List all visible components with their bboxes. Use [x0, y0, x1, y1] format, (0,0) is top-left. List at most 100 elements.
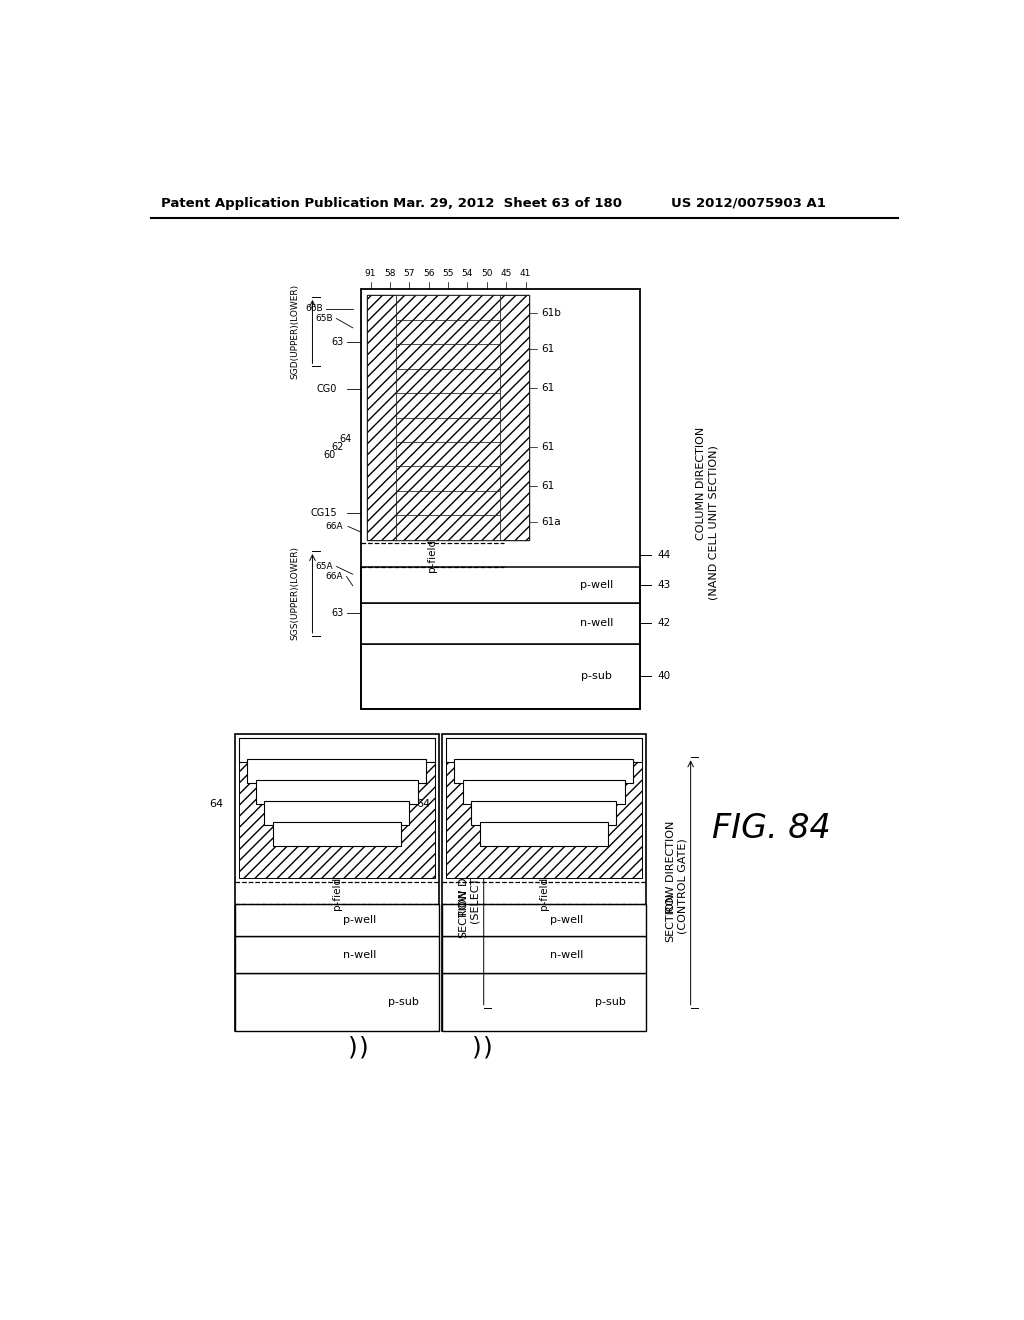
Text: 54: 54: [462, 269, 473, 279]
Bar: [396, 417, 500, 442]
Text: CG15: CG15: [310, 508, 337, 517]
Text: p-sub: p-sub: [582, 672, 612, 681]
Text: . . .: . . .: [439, 403, 457, 432]
Bar: [396, 491, 500, 515]
Bar: [234, 734, 438, 1031]
Bar: [445, 738, 642, 762]
Text: 91: 91: [365, 269, 377, 279]
Text: 61: 61: [541, 345, 554, 354]
Bar: [396, 466, 500, 491]
Text: p-well: p-well: [551, 915, 584, 925]
Text: 60: 60: [324, 450, 336, 459]
Text: SGS(UPPER)(LOWER): SGS(UPPER)(LOWER): [290, 546, 299, 640]
Text: (NAND CELL UNIT SECTION): (NAND CELL UNIT SECTION): [709, 445, 718, 599]
Text: 61: 61: [541, 480, 554, 491]
Text: Mar. 29, 2012  Sheet 63 of 180: Mar. 29, 2012 Sheet 63 of 180: [393, 197, 623, 210]
Text: 57: 57: [403, 269, 415, 279]
Text: ): ): [482, 1036, 493, 1060]
Bar: [442, 734, 646, 1031]
Text: 64: 64: [416, 800, 430, 809]
Text: 61a: 61a: [541, 517, 561, 528]
Bar: [256, 780, 418, 804]
Text: 65A: 65A: [315, 562, 334, 572]
Text: 66A: 66A: [326, 572, 343, 581]
Text: 42: 42: [657, 619, 671, 628]
Bar: [480, 822, 607, 846]
Text: 44: 44: [657, 550, 671, 560]
Text: 65B: 65B: [315, 314, 334, 323]
Text: p-field: p-field: [427, 539, 437, 572]
Bar: [455, 759, 633, 783]
Text: FIG. 84: FIG. 84: [712, 812, 830, 845]
Bar: [234, 973, 438, 1031]
Bar: [360, 644, 640, 709]
Bar: [442, 904, 646, 936]
Text: n-well: n-well: [343, 949, 377, 960]
Bar: [396, 345, 500, 368]
Bar: [360, 566, 640, 603]
Bar: [367, 296, 529, 540]
Bar: [273, 822, 400, 846]
Text: 64: 64: [209, 800, 223, 809]
Text: 40: 40: [657, 672, 671, 681]
Bar: [471, 801, 616, 825]
Bar: [367, 296, 396, 540]
Bar: [500, 296, 529, 540]
Text: 66A: 66A: [326, 521, 343, 531]
Text: 50: 50: [481, 269, 493, 279]
Bar: [264, 801, 410, 825]
Text: US 2012/0075903 A1: US 2012/0075903 A1: [671, 197, 825, 210]
Text: 64: 64: [339, 434, 351, 445]
Text: 58: 58: [384, 269, 395, 279]
Text: p-field: p-field: [539, 876, 549, 909]
Text: 41: 41: [520, 269, 531, 279]
Bar: [234, 904, 438, 936]
Text: p-well: p-well: [581, 579, 613, 590]
Bar: [396, 393, 500, 417]
Text: SECTION: SECTION: [459, 888, 469, 939]
Text: 63: 63: [331, 607, 343, 618]
Bar: [234, 936, 438, 973]
Bar: [396, 296, 500, 319]
Text: 66B: 66B: [306, 304, 324, 313]
Bar: [442, 973, 646, 1031]
Bar: [442, 936, 646, 973]
Text: 55: 55: [442, 269, 454, 279]
Bar: [463, 780, 625, 804]
Bar: [239, 738, 435, 762]
Text: SGD(UPPER)(LOWER): SGD(UPPER)(LOWER): [290, 284, 299, 379]
Bar: [396, 368, 500, 393]
Text: p-sub: p-sub: [595, 997, 627, 1007]
Text: 61: 61: [541, 442, 554, 451]
Bar: [396, 515, 500, 540]
Text: CG0: CG0: [316, 384, 337, 395]
Text: (CONTROL GATE): (CONTROL GATE): [677, 838, 687, 935]
Text: 43: 43: [657, 579, 671, 590]
Text: p-field: p-field: [332, 876, 342, 909]
Text: ): ): [358, 1036, 369, 1060]
Text: ROW DIRECTION: ROW DIRECTION: [666, 821, 676, 913]
Text: SECTION: SECTION: [666, 892, 676, 941]
Text: (SELECT GATE): (SELECT GATE): [470, 841, 480, 924]
Text: n-well: n-well: [581, 619, 613, 628]
Bar: [396, 442, 500, 466]
Text: 63: 63: [331, 337, 343, 347]
Text: 62: 62: [331, 442, 343, 453]
Text: 61b: 61b: [541, 308, 561, 318]
Text: 56: 56: [423, 269, 434, 279]
Bar: [239, 738, 435, 878]
Text: ROW DIRECTION: ROW DIRECTION: [459, 825, 469, 917]
Text: p-sub: p-sub: [388, 997, 420, 1007]
Text: Patent Application Publication: Patent Application Publication: [162, 197, 389, 210]
Bar: [445, 738, 642, 878]
Bar: [360, 289, 640, 709]
Bar: [360, 603, 640, 644]
Bar: [248, 759, 426, 783]
Text: COLUMN DIRECTION: COLUMN DIRECTION: [696, 428, 707, 540]
Text: 45: 45: [501, 269, 512, 279]
Text: p-well: p-well: [343, 915, 377, 925]
Bar: [396, 319, 500, 345]
Text: ): ): [472, 1036, 481, 1060]
Text: 61: 61: [541, 383, 554, 393]
Text: ): ): [348, 1036, 357, 1060]
